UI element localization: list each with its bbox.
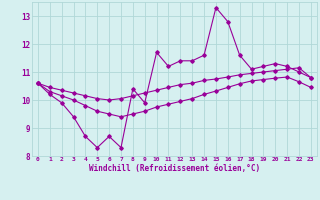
X-axis label: Windchill (Refroidissement éolien,°C): Windchill (Refroidissement éolien,°C) (89, 164, 260, 173)
